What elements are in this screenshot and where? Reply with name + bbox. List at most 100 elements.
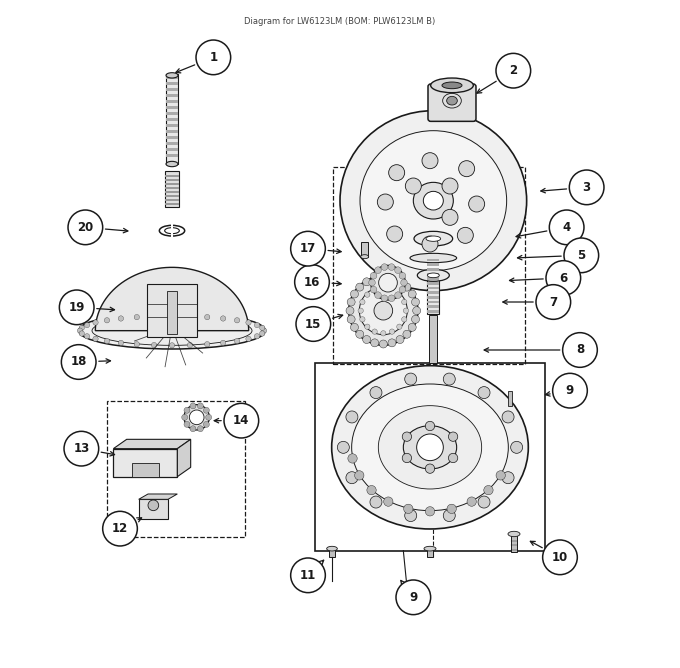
Ellipse shape [92,316,252,345]
Bar [165,202,179,204]
Circle shape [346,307,354,315]
Circle shape [546,261,581,295]
Bar [166,118,178,122]
Circle shape [394,292,401,299]
Circle shape [118,316,124,321]
Text: 12: 12 [112,522,128,535]
Ellipse shape [165,228,180,234]
Bar [166,112,178,116]
Circle shape [367,486,376,495]
Ellipse shape [426,236,441,241]
FancyBboxPatch shape [167,291,177,334]
Circle shape [379,273,397,292]
Circle shape [196,40,231,75]
Circle shape [61,345,96,379]
Circle shape [388,339,396,347]
Circle shape [370,287,377,293]
Circle shape [152,343,156,348]
Circle shape [254,333,260,339]
Circle shape [350,323,358,331]
Circle shape [369,279,375,286]
Circle shape [260,331,265,336]
Polygon shape [139,494,177,499]
Circle shape [190,426,196,432]
Circle shape [403,330,411,338]
Text: 10: 10 [552,551,568,564]
Circle shape [403,432,411,442]
Circle shape [93,336,98,341]
Circle shape [84,323,90,328]
Circle shape [405,178,422,194]
Text: 1: 1 [209,51,218,64]
FancyBboxPatch shape [426,549,433,557]
Circle shape [458,161,475,176]
Circle shape [189,410,204,425]
Ellipse shape [360,255,369,259]
Circle shape [337,442,350,454]
Circle shape [388,295,395,301]
Text: 20: 20 [78,221,93,234]
Circle shape [364,324,370,329]
Text: 4: 4 [562,221,571,234]
Circle shape [478,496,490,508]
Circle shape [381,295,388,301]
Bar [427,268,439,271]
Circle shape [458,227,473,243]
Circle shape [359,287,407,335]
Bar [166,148,178,152]
Circle shape [356,283,364,291]
Circle shape [59,290,94,325]
Ellipse shape [360,131,507,271]
Circle shape [425,464,435,474]
Ellipse shape [326,546,337,551]
FancyBboxPatch shape [166,74,178,164]
Circle shape [483,486,493,495]
Text: 15: 15 [305,317,322,331]
Bar [165,178,179,180]
Circle shape [64,432,99,466]
Circle shape [399,273,406,279]
Circle shape [405,510,417,522]
Text: 11: 11 [300,569,316,582]
Circle shape [246,336,251,341]
Circle shape [443,510,456,522]
FancyBboxPatch shape [427,250,439,314]
Bar [171,224,173,237]
Circle shape [390,329,394,334]
Ellipse shape [418,269,449,281]
Polygon shape [177,440,190,477]
Polygon shape [114,440,190,449]
Circle shape [371,339,379,347]
Bar [165,182,179,184]
Bar [427,305,439,308]
Circle shape [148,500,158,510]
Bar [427,296,439,299]
FancyBboxPatch shape [328,549,335,557]
Bar [165,174,179,176]
Circle shape [360,317,365,322]
Circle shape [224,403,258,438]
Circle shape [261,328,267,333]
Circle shape [93,320,98,325]
Text: 2: 2 [509,64,517,77]
Circle shape [254,323,260,328]
Circle shape [408,323,416,331]
Circle shape [103,511,137,546]
Circle shape [396,278,404,286]
Circle shape [220,316,226,321]
Circle shape [134,315,139,320]
Circle shape [372,287,377,293]
Text: 6: 6 [559,271,567,285]
Circle shape [422,236,438,252]
Circle shape [388,264,395,271]
Circle shape [235,317,240,323]
Circle shape [347,298,355,306]
Circle shape [190,403,196,409]
Circle shape [417,434,443,461]
Bar [427,301,439,303]
Text: 9: 9 [409,591,418,604]
Circle shape [564,238,598,273]
Bar [166,88,178,92]
Circle shape [104,339,109,344]
Circle shape [401,279,407,286]
